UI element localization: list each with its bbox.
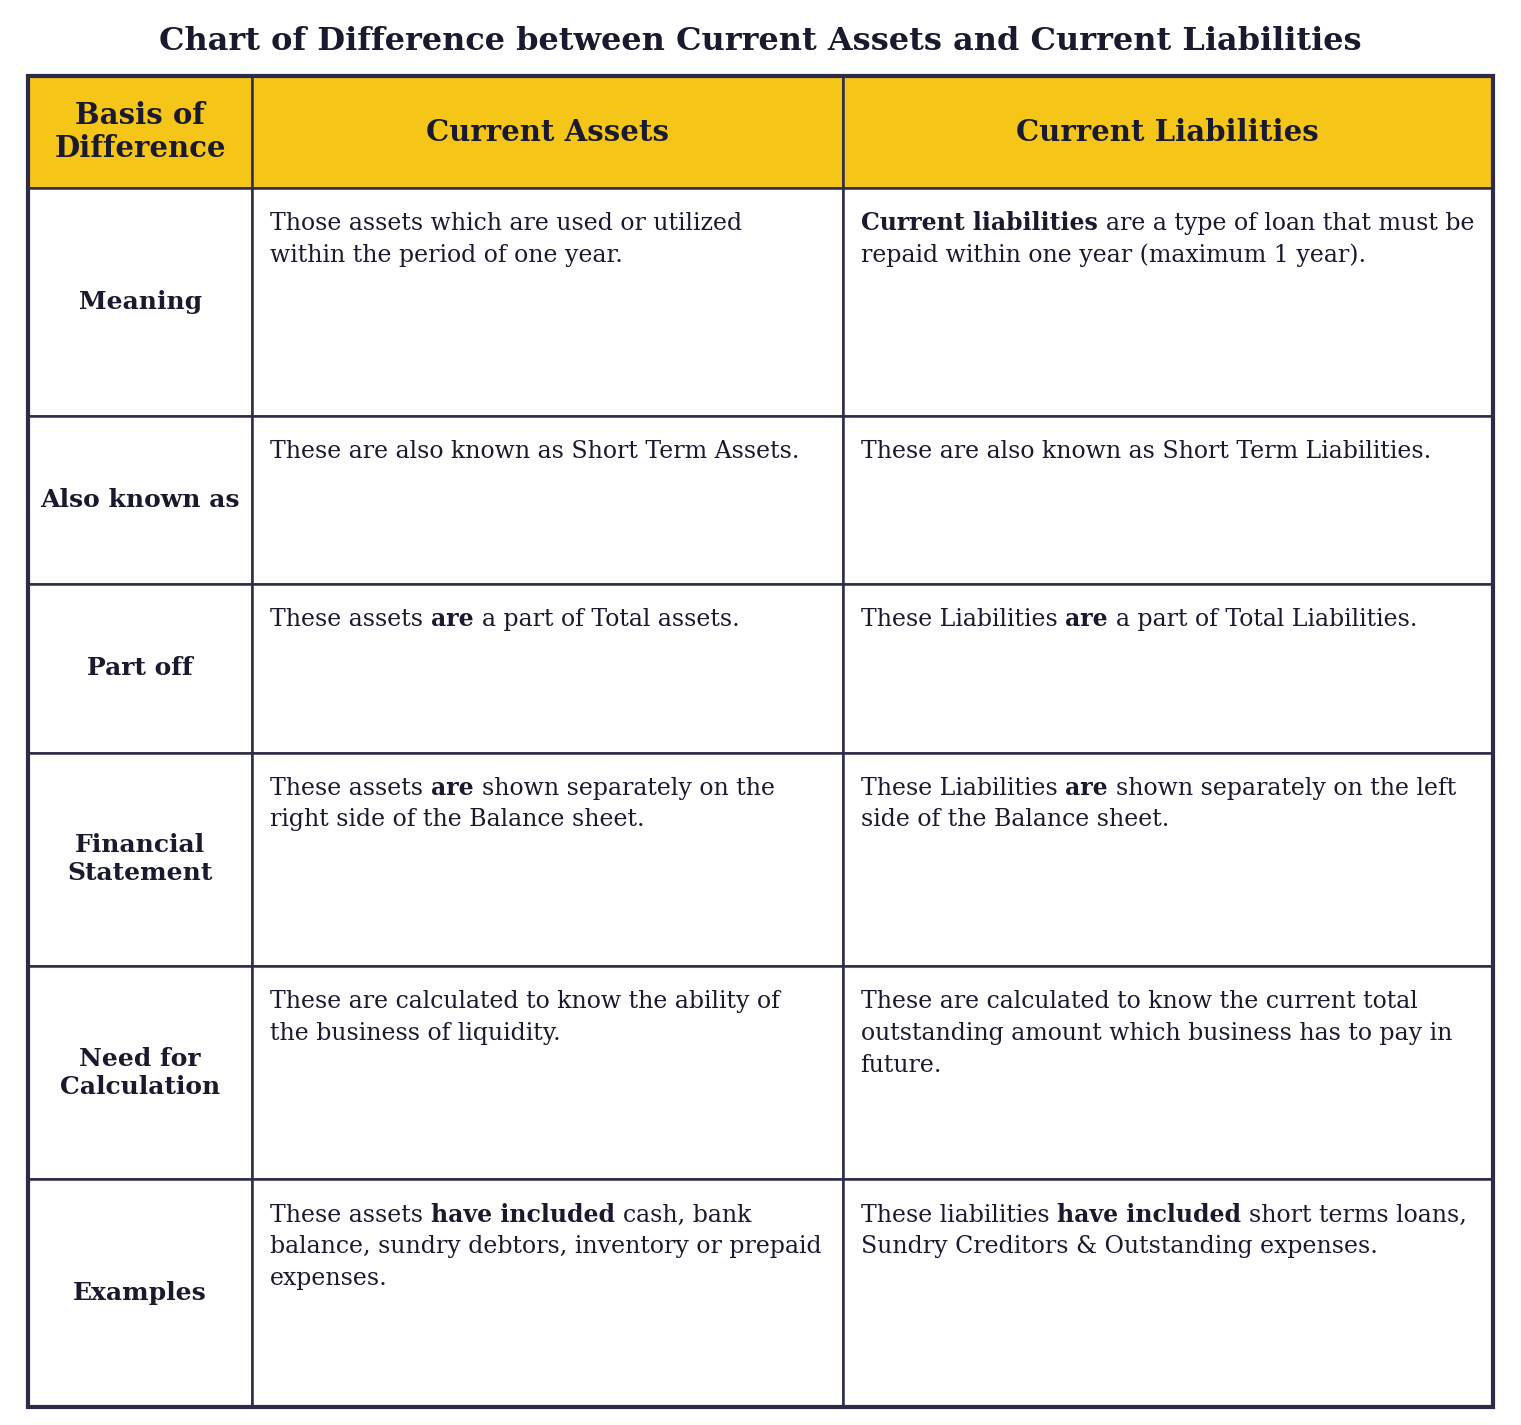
Text: Those assets which are used or utilized: Those assets which are used or utilized [271, 212, 742, 235]
Text: These are calculated to know the current total: These are calculated to know the current… [861, 990, 1418, 1013]
Text: expenses.: expenses. [271, 1267, 388, 1290]
Text: Basis of
Difference: Basis of Difference [55, 101, 225, 164]
Text: are: are [430, 775, 473, 799]
Text: short terms loans,: short terms loans, [1249, 1204, 1466, 1227]
Text: right side of the Balance sheet.: right side of the Balance sheet. [271, 808, 645, 831]
Bar [27, 188, 252, 416]
Text: Chart of Difference between Current Assets and Current Liabilities: Chart of Difference between Current Asse… [160, 27, 1361, 57]
Bar [252, 966, 843, 1180]
Text: a part of Total assets.: a part of Total assets. [482, 608, 739, 631]
Bar [252, 188, 843, 416]
Bar [843, 584, 1494, 752]
Bar [252, 752, 843, 966]
Text: balance, sundry debtors, inventory or prepaid: balance, sundry debtors, inventory or pr… [271, 1235, 821, 1258]
Bar [252, 416, 843, 584]
Text: Part off: Part off [87, 657, 193, 680]
Text: cash, bank: cash, bank [624, 1204, 751, 1227]
Bar [27, 966, 252, 1180]
Text: outstanding amount which business has to pay in: outstanding amount which business has to… [861, 1022, 1453, 1045]
Text: are: are [430, 607, 473, 631]
Text: Current Assets: Current Assets [426, 117, 669, 147]
Text: Sundry Creditors & Outstanding expenses.: Sundry Creditors & Outstanding expenses. [861, 1235, 1378, 1258]
Text: These assets: These assets [271, 777, 423, 799]
Bar [843, 416, 1494, 584]
Text: a part of Total Liabilities.: a part of Total Liabilities. [1116, 608, 1418, 631]
Bar [843, 752, 1494, 966]
Text: Also known as: Also known as [41, 487, 240, 512]
Text: These Liabilities: These Liabilities [861, 777, 1057, 799]
Text: side of the Balance sheet.: side of the Balance sheet. [861, 808, 1170, 831]
Text: within the period of one year.: within the period of one year. [271, 244, 624, 266]
Text: have included: have included [1057, 1203, 1241, 1227]
Text: Examples: Examples [73, 1281, 207, 1305]
Text: These assets: These assets [271, 608, 423, 631]
Text: shown separately on the left: shown separately on the left [1116, 777, 1456, 799]
Text: are a type of loan that must be: are a type of loan that must be [1106, 212, 1474, 235]
Text: the business of liquidity.: the business of liquidity. [271, 1022, 561, 1045]
Text: These Liabilities: These Liabilities [861, 608, 1057, 631]
Bar [27, 584, 252, 752]
Bar [27, 752, 252, 966]
Text: These are calculated to know the ability of: These are calculated to know the ability… [271, 990, 780, 1013]
Text: Financial
Statement: Financial Statement [67, 834, 213, 885]
Text: are: are [1065, 607, 1107, 631]
Bar [252, 584, 843, 752]
Bar [27, 76, 252, 188]
Text: are: are [1065, 775, 1107, 799]
Text: These are also known as Short Term Liabilities.: These are also known as Short Term Liabi… [861, 439, 1431, 463]
Bar [843, 1180, 1494, 1406]
Text: Current liabilities: Current liabilities [861, 211, 1098, 235]
Text: Current Liabilities: Current Liabilities [1016, 117, 1319, 147]
Bar [27, 1180, 252, 1406]
Bar [252, 1180, 843, 1406]
Text: have included: have included [430, 1203, 614, 1227]
Bar [843, 76, 1494, 188]
Text: repaid within one year (maximum 1 year).: repaid within one year (maximum 1 year). [861, 244, 1366, 266]
Bar [252, 76, 843, 188]
Bar [843, 188, 1494, 416]
Text: future.: future. [861, 1053, 941, 1076]
Text: These assets: These assets [271, 1204, 423, 1227]
Text: Need for
Calculation: Need for Calculation [59, 1047, 221, 1099]
Text: These liabilities: These liabilities [861, 1204, 1049, 1227]
Bar [843, 966, 1494, 1180]
Text: shown separately on the: shown separately on the [482, 777, 774, 799]
Text: These are also known as Short Term Assets.: These are also known as Short Term Asset… [271, 439, 800, 463]
Bar [27, 416, 252, 584]
Text: Meaning: Meaning [79, 289, 202, 314]
